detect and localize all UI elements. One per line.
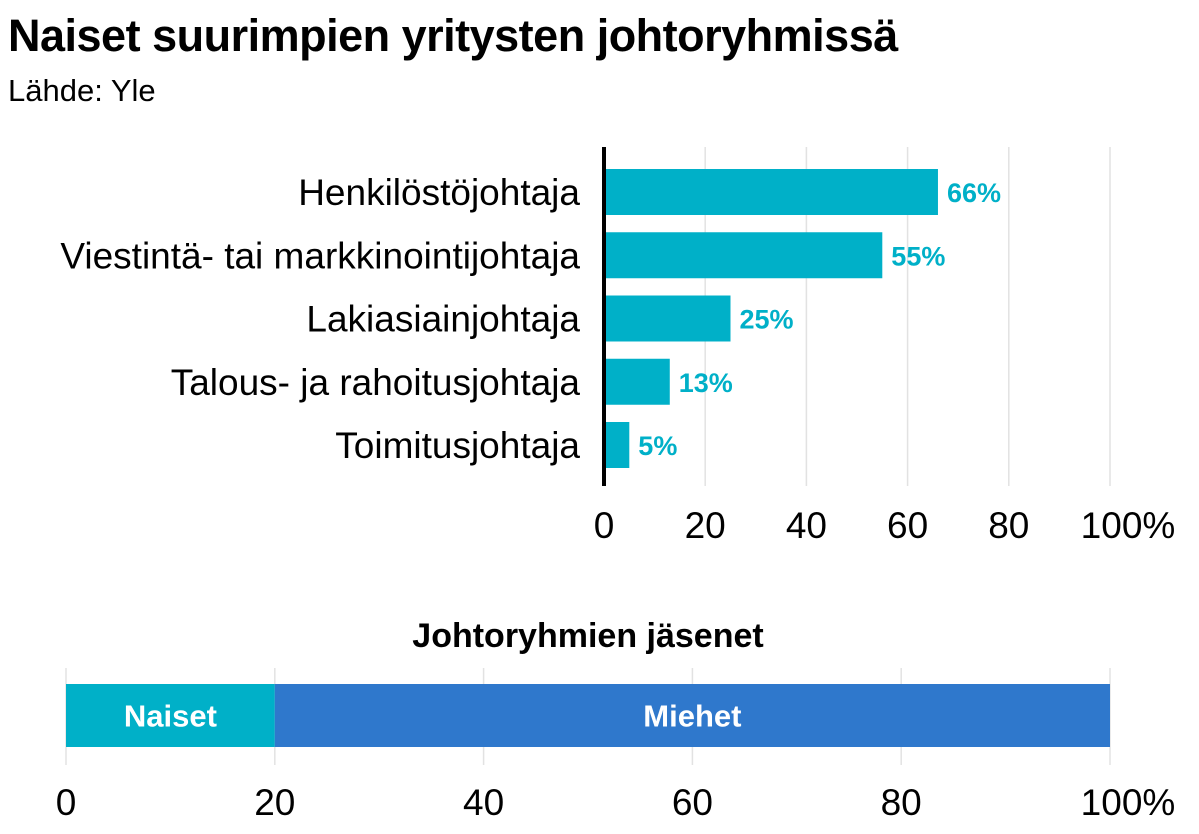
data-label: 13% — [679, 368, 733, 398]
stacked-bar-segment — [274, 684, 1110, 747]
x-tick-label: 40 — [786, 505, 827, 546]
x-tick-label: 80 — [988, 505, 1029, 546]
data-label: 55% — [891, 241, 945, 271]
x-tick-label: 0 — [56, 782, 77, 823]
bar — [604, 358, 670, 405]
bar — [604, 295, 731, 342]
subchart-title: Johtoryhmien jäsenet — [412, 617, 763, 655]
x-tick-label: 80 — [881, 782, 922, 823]
x-tick-label: 0 — [594, 505, 615, 546]
x-tick-label: 40 — [463, 782, 504, 823]
chart-title: Naiset suurimpien yritysten johtoryhmiss… — [8, 10, 898, 61]
data-label: 66% — [947, 178, 1001, 208]
chart-subtitle: Lähde: Yle — [8, 73, 156, 108]
category-label: Lakiasiainjohtaja — [306, 299, 580, 340]
x-tick-label: 60 — [672, 782, 713, 823]
x-tick-label: 20 — [254, 782, 295, 823]
stacked-bar-segment — [66, 684, 275, 747]
data-label: 5% — [638, 431, 677, 461]
x-tick-label: 20 — [685, 505, 726, 546]
category-label: Talous- ja rahoitusjohtaja — [171, 362, 581, 403]
x-tick-label: 60 — [887, 505, 928, 546]
x-tick-label: 100% — [1081, 782, 1176, 823]
x-tick-label: 100% — [1081, 505, 1176, 546]
category-label: Viestintä- tai markkinointijohtaja — [60, 235, 580, 276]
category-label: Henkilöstöjohtaja — [298, 172, 580, 213]
segment-label: Miehet — [643, 699, 741, 734]
category-label: Toimitusjohtaja — [335, 425, 580, 466]
bar — [604, 422, 630, 468]
segment-label: Naiset — [124, 699, 217, 734]
data-label: 25% — [740, 305, 794, 335]
bar — [604, 169, 938, 215]
bar — [604, 232, 883, 279]
